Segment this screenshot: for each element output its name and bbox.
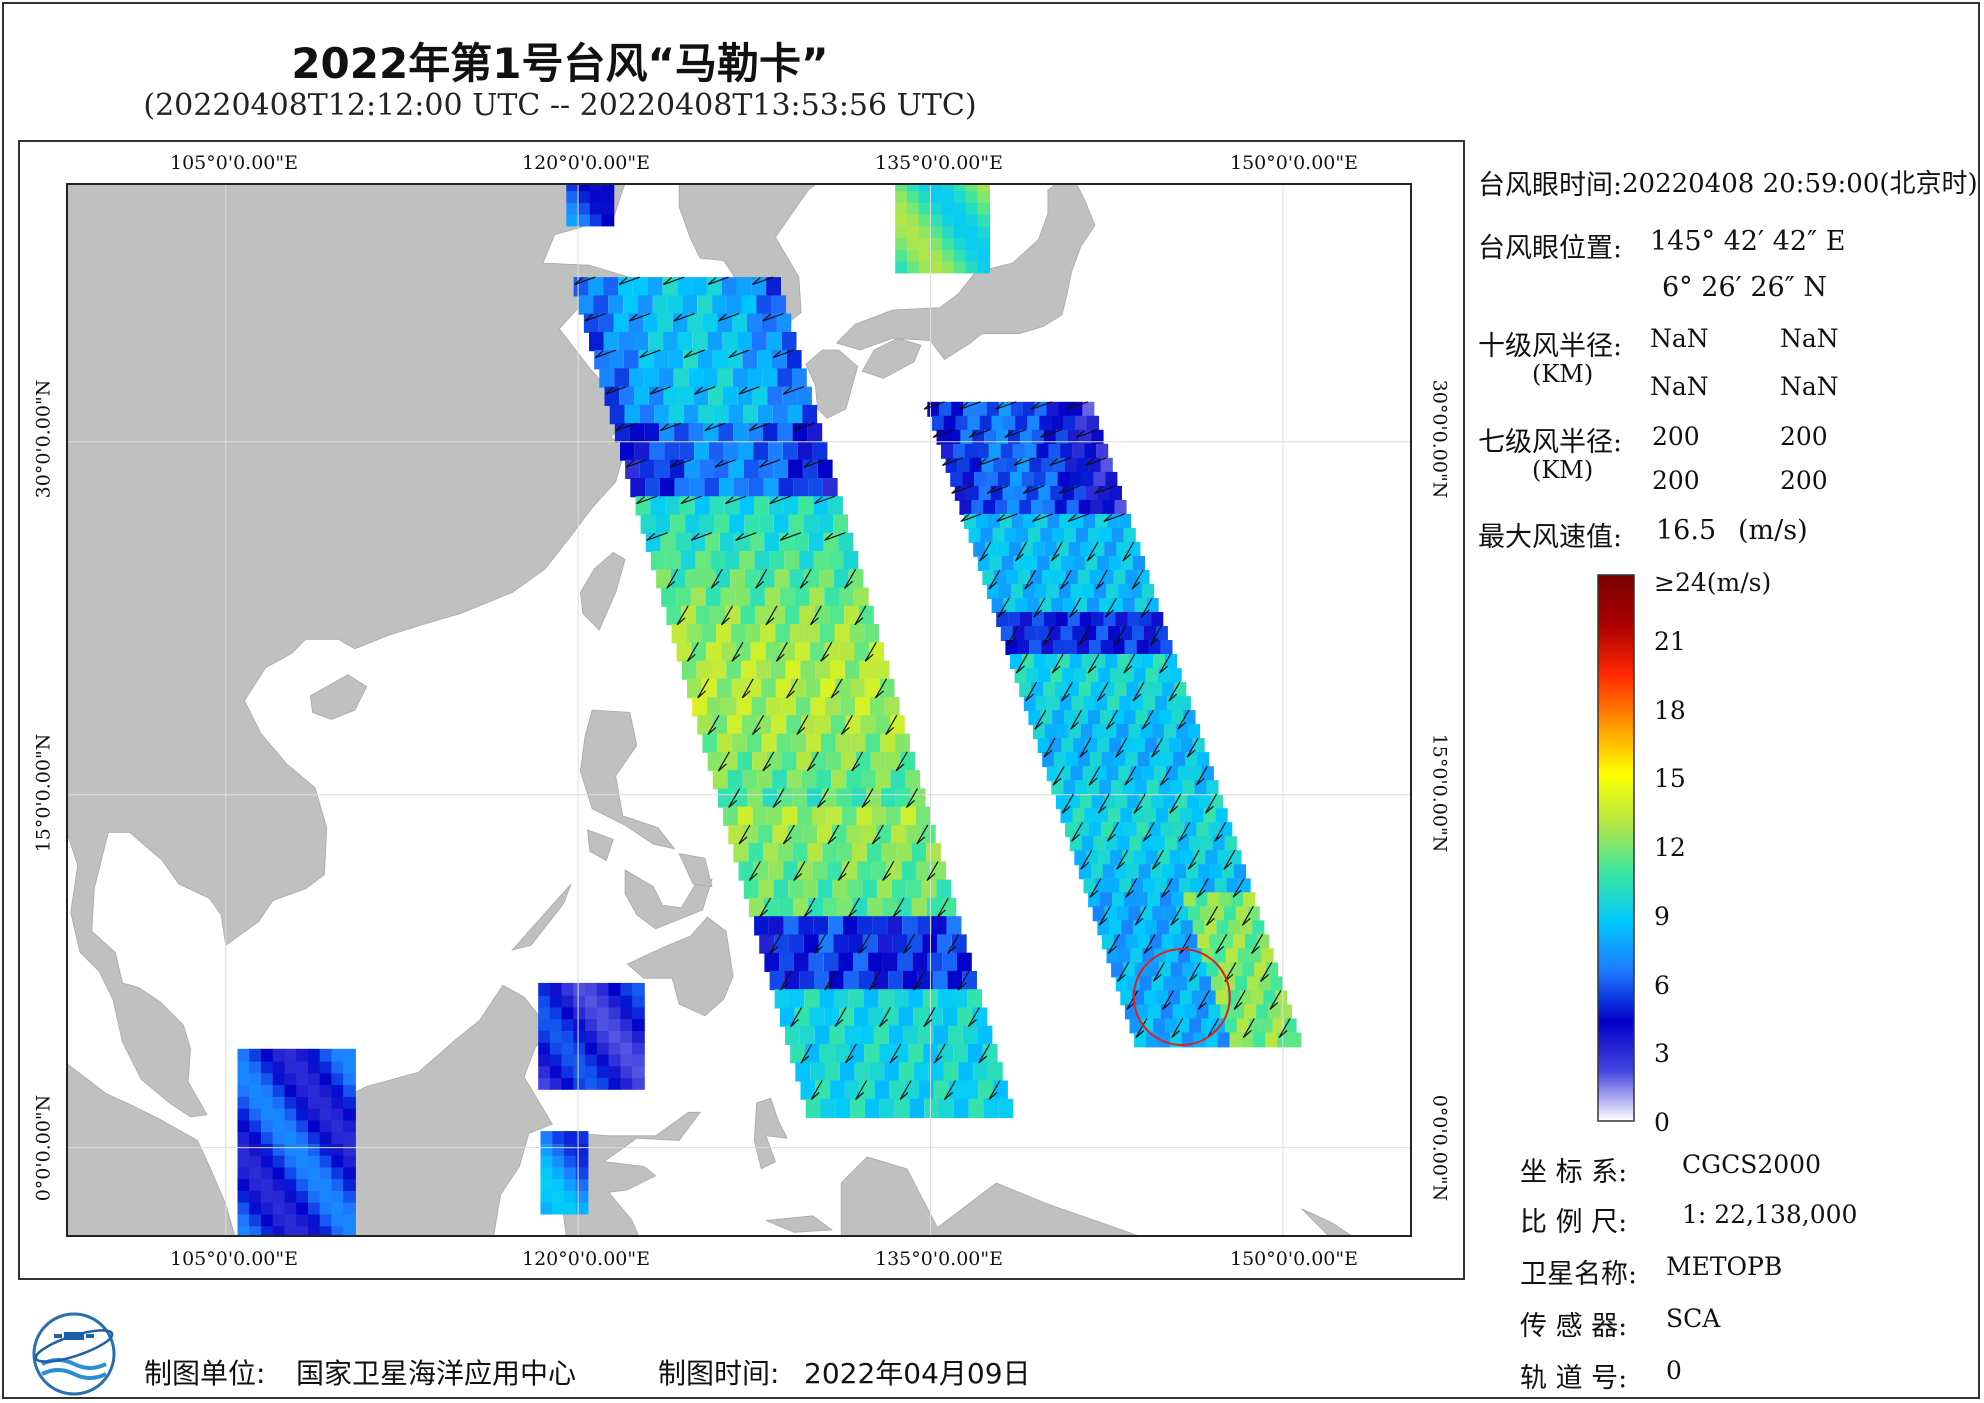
new-guinea — [840, 1156, 1143, 1237]
colorbar-tick-label: 9 — [1654, 902, 1670, 931]
japan-kyushu — [805, 349, 859, 419]
mindanao — [626, 916, 734, 1017]
patch-yellow-sea — [566, 183, 615, 227]
lon-label-bottom-150: 150°0'0.00"E — [1230, 1248, 1358, 1270]
japan-shikoku — [861, 337, 922, 379]
taiwan — [579, 551, 626, 631]
r7-value-1: 200 — [1652, 422, 1700, 451]
r10-value-4: NaN — [1780, 372, 1839, 401]
producer-label: 制图单位: — [144, 1357, 266, 1390]
lat-label-right-0: 0°0'0.00"N — [1428, 1094, 1451, 1202]
r7-value-4: 200 — [1780, 466, 1828, 495]
colorbar-tick-label: 0 — [1654, 1108, 1670, 1137]
sensor-value: SCA — [1666, 1304, 1721, 1333]
sumatra — [66, 1062, 236, 1237]
lat-label-right-15: 15°0'0.00"N — [1428, 733, 1451, 853]
eye-position-label: 台风眼位置: — [1478, 233, 1623, 264]
wind-swath-layer — [237, 183, 1302, 1237]
lon-label-bottom-135: 135°0'0.00"E — [875, 1248, 1003, 1270]
orbit-label: 轨 道 号: — [1520, 1363, 1628, 1394]
swath-west — [573, 277, 1014, 1119]
luzon — [579, 709, 676, 850]
r7-unit: (KM) — [1532, 456, 1594, 484]
japan-honshu — [835, 183, 1096, 361]
map-frame — [18, 140, 1465, 1280]
r10-value-1: NaN — [1650, 324, 1709, 353]
palawan — [511, 883, 572, 951]
lon-label-top-150: 150°0'0.00"E — [1230, 152, 1358, 174]
production-time-label: 制图时间: — [658, 1357, 780, 1390]
patch-borneo — [237, 1048, 356, 1237]
patch-sulu — [538, 982, 645, 1090]
lon-label-top-105: 105°0'0.00"E — [170, 152, 298, 174]
lon-label-bottom-105: 105°0'0.00"E — [170, 1248, 298, 1270]
eye-time-label: 台风眼时间: — [1478, 170, 1623, 201]
nsoas-logo-icon — [32, 1312, 116, 1396]
wind-barb-layer — [574, 276, 1291, 1100]
max-wind-value: 16.5 — [1656, 515, 1717, 546]
colorbar-tick-label: 12 — [1654, 833, 1686, 862]
seram — [765, 1215, 833, 1233]
lon-label-top-135: 135°0'0.00"E — [875, 152, 1003, 174]
patch-makassar — [540, 1131, 589, 1215]
colorbar-tick-label: 6 — [1654, 971, 1670, 1000]
lat-label-left-30: 30°0'0.00"N — [32, 379, 55, 499]
max-wind-label: 最大风速值: — [1478, 522, 1623, 553]
r10-value-3: NaN — [1650, 372, 1709, 401]
lat-label-left-15: 15°0'0.00"N — [32, 733, 55, 853]
mindoro — [587, 829, 614, 862]
r10-value-2: NaN — [1780, 324, 1839, 353]
lon-label-top-120: 120°0'0.00"E — [522, 152, 650, 174]
colorbar-tick-label: 18 — [1654, 696, 1686, 725]
halmahera — [753, 1097, 788, 1170]
colorbar — [1597, 574, 1635, 1122]
colorbar-tick-label: ≥24(m/s) — [1654, 568, 1772, 597]
eye-time-value: 20220408 20:59:00(北京时) — [1622, 169, 1978, 199]
lon-label-bottom-120: 120°0'0.00"E — [522, 1248, 650, 1270]
r10-unit: (KM) — [1532, 360, 1594, 388]
hainan — [309, 674, 368, 720]
satellite-value: METOPB — [1666, 1252, 1783, 1281]
samar — [678, 852, 713, 887]
wind-field-map — [66, 183, 1412, 1237]
r7-value-2: 200 — [1780, 422, 1828, 451]
orbit-value: 0 — [1666, 1356, 1682, 1385]
map-subtitle: (20220408T12:12:00 UTC -- 20220408T13:53… — [143, 88, 977, 123]
scale-value: 1: 22,138,000 — [1682, 1200, 1858, 1229]
satellite-label: 卫星名称: — [1520, 1259, 1638, 1290]
land-layer — [66, 183, 1355, 1237]
typhoon-eye-circle — [1132, 948, 1231, 1046]
new-ireland — [1301, 1208, 1355, 1237]
visayas — [624, 869, 713, 930]
colorbar-tick-label: 3 — [1654, 1039, 1670, 1068]
sensor-label: 传 感 器: — [1520, 1311, 1628, 1342]
lat-label-right-30: 30°0'0.00"N — [1428, 379, 1451, 499]
r7-label: 七级风半径: — [1478, 427, 1623, 458]
producer-value: 国家卫星海洋应用中心 — [296, 1357, 577, 1390]
scale-label: 比 例 尺: — [1520, 1207, 1628, 1238]
patch-japan-sea — [895, 183, 991, 274]
colorbar-tick-label: 15 — [1654, 764, 1686, 793]
max-wind-unit: (m/s) — [1738, 515, 1808, 546]
r10-label: 十级风半径: — [1478, 331, 1623, 362]
production-time-value: 2022年04月09日 — [804, 1357, 1031, 1390]
eye-position-lat: 6° 26′ 26″ N — [1662, 272, 1827, 303]
map-axes-border — [66, 183, 1412, 1237]
map-title: 2022年第1号台风“马勒卡” — [291, 39, 829, 88]
crs-value: CGCS2000 — [1682, 1150, 1821, 1179]
colorbar-tick-label: 21 — [1654, 627, 1686, 656]
crs-label: 坐 标 系: — [1520, 1157, 1628, 1188]
graticule-layer — [66, 183, 1412, 1237]
r7-value-3: 200 — [1652, 466, 1700, 495]
eye-position-lon: 145° 42′ 42″ E — [1650, 226, 1846, 257]
lat-label-left-0: 0°0'0.00"N — [32, 1094, 55, 1202]
